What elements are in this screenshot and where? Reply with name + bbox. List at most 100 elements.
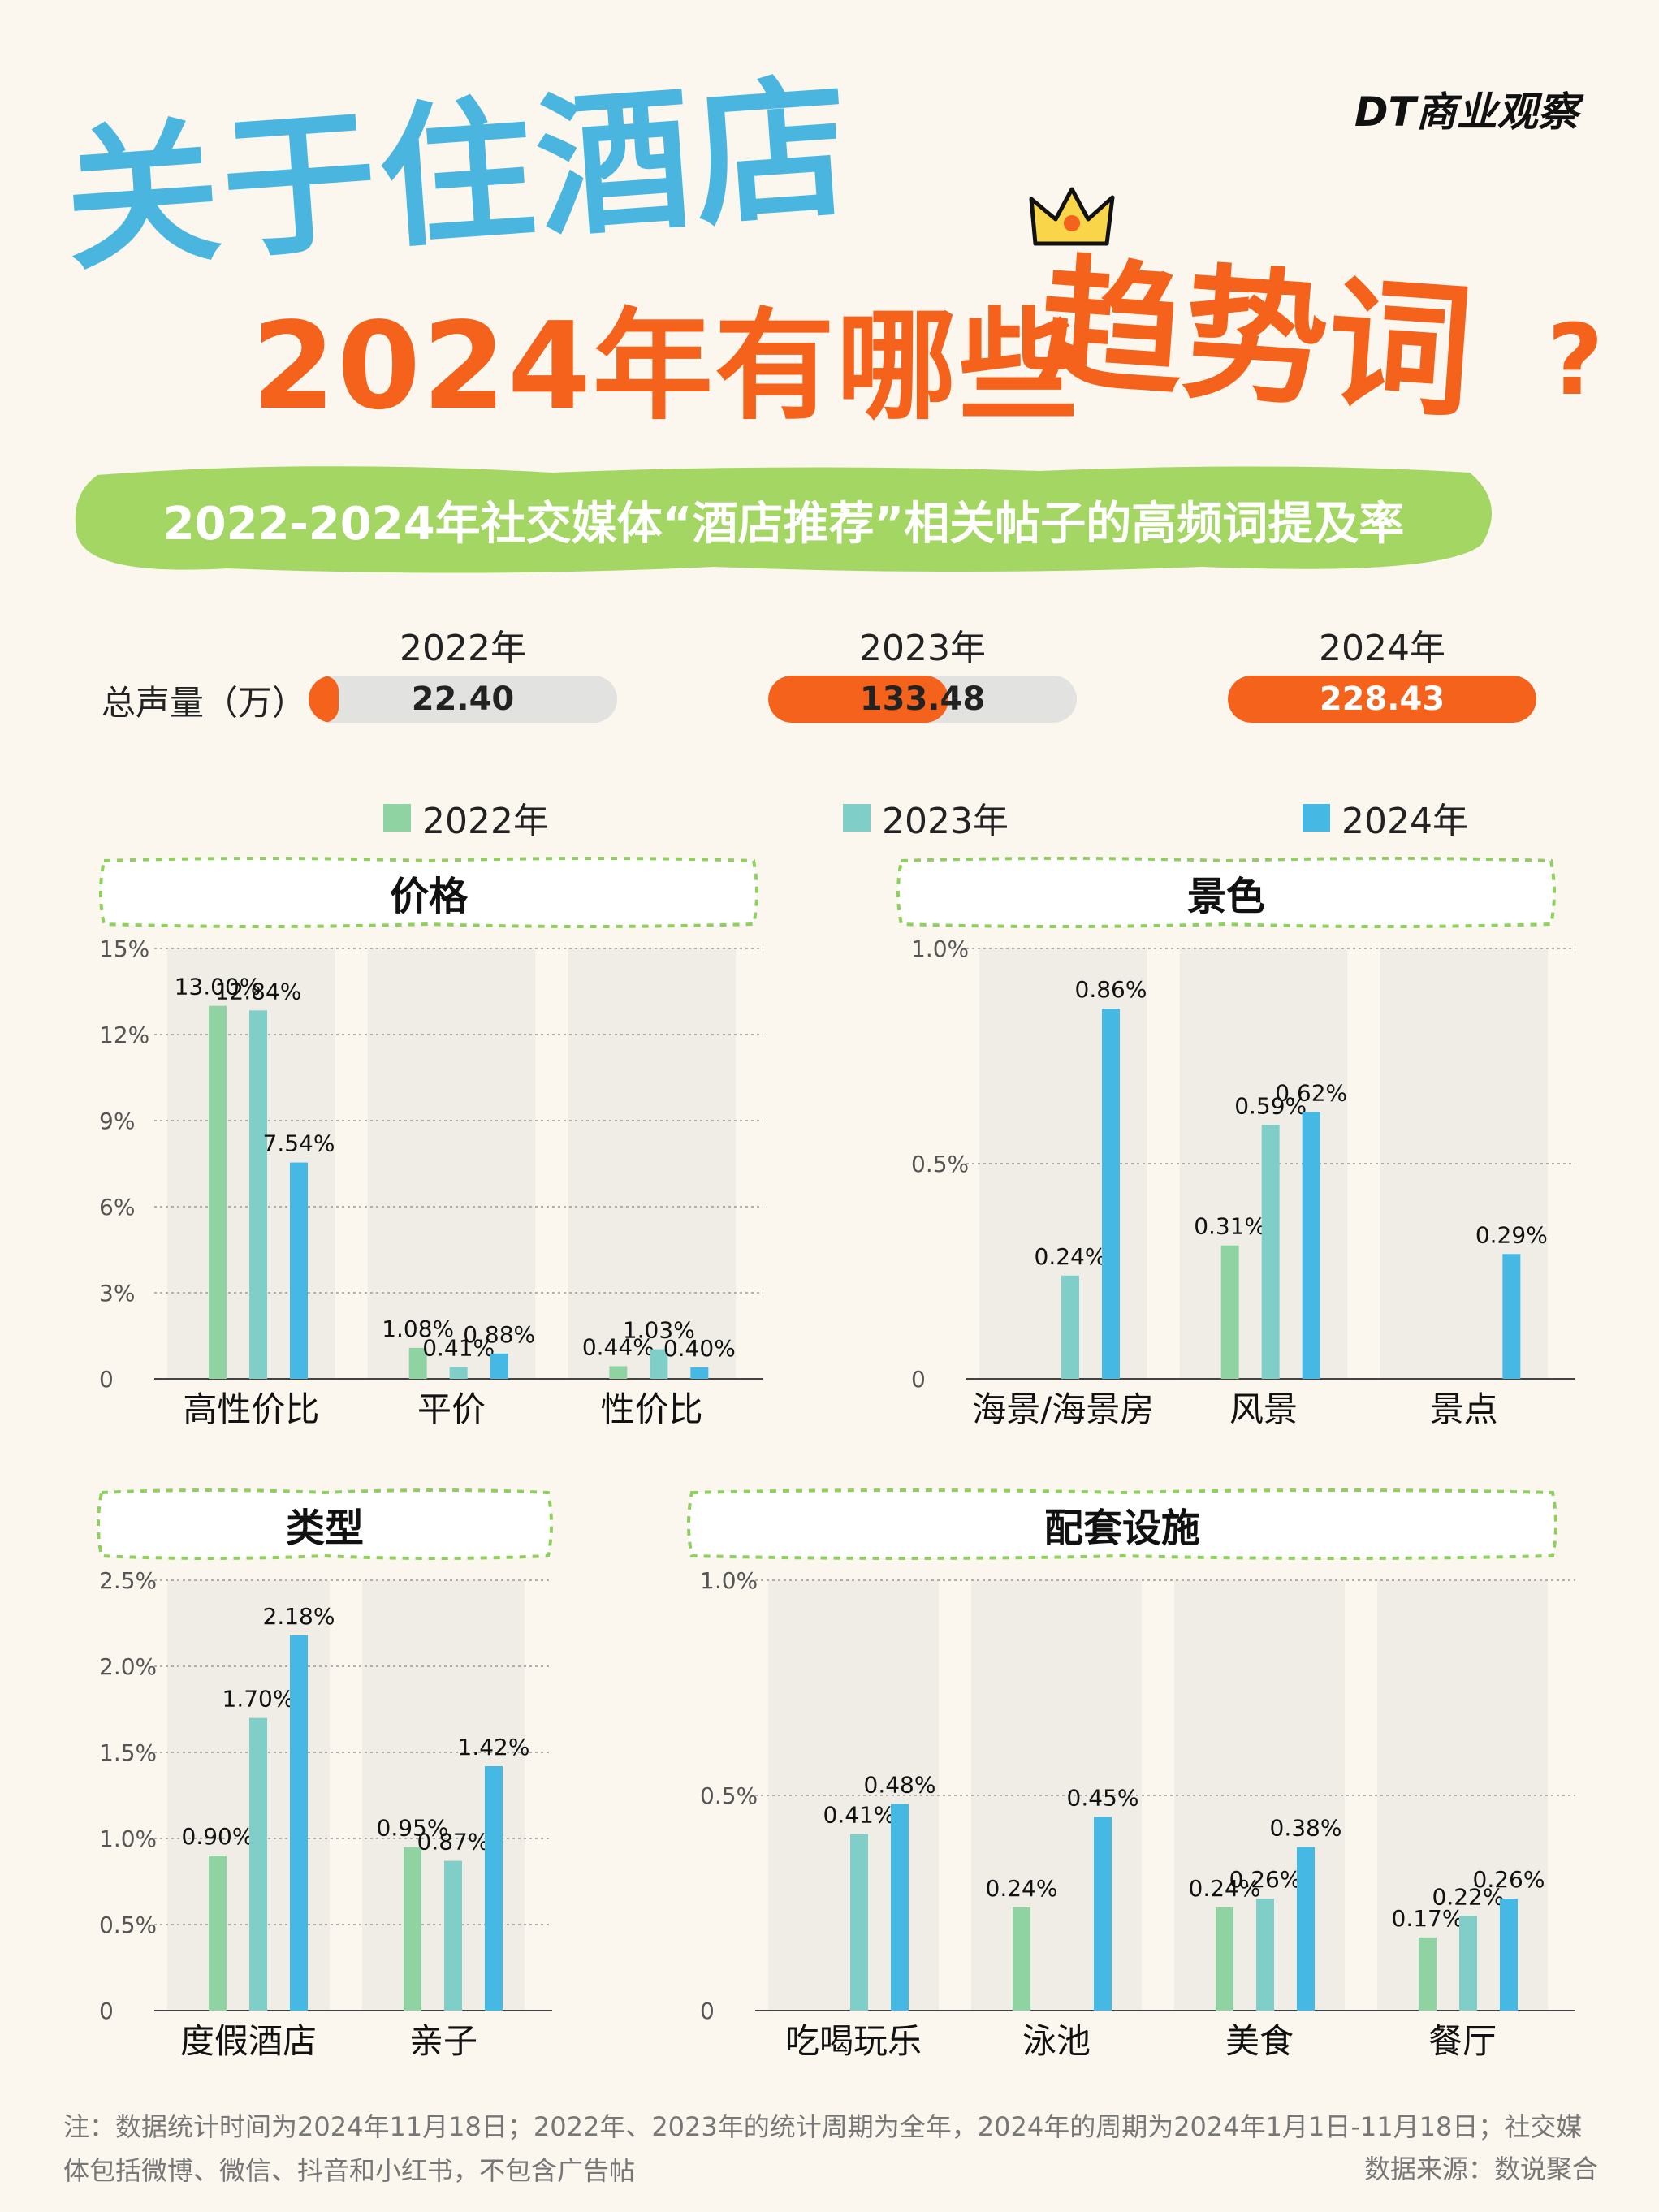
bar-2023年 (249, 1717, 267, 2011)
volume-year-2023: 2023年 (859, 628, 986, 669)
category-label: 高性价比 (183, 1389, 319, 1429)
data-label: 0.31% (1194, 1213, 1266, 1240)
data-label: 2.18% (263, 1603, 335, 1630)
category-label: 平价 (417, 1389, 486, 1429)
category-band (568, 948, 736, 1379)
data-label: 0.86% (1075, 976, 1147, 1003)
volume-year-2024: 2024年 (1319, 628, 1445, 669)
data-label: 13.00% (175, 974, 261, 1000)
panel-title-type: 类型 (285, 1506, 364, 1551)
legend-2022: 2022年 (383, 792, 549, 844)
y-tick-label: 6% (99, 1194, 135, 1220)
bar-2023年 (850, 1834, 868, 2011)
bar-2022年 (408, 1347, 427, 1379)
category-label: 亲子 (409, 2021, 477, 2061)
data-label: 0.59% (1234, 1092, 1307, 1119)
bar-2024年 (690, 1367, 709, 1379)
bar-2023年 (1061, 1275, 1079, 1379)
bar-2022年 (1220, 1245, 1239, 1379)
data-label: 0.41% (823, 1802, 896, 1829)
volume-fill-2022 (309, 676, 339, 723)
legend-label-2022: 2022年 (422, 801, 549, 842)
data-label: 1.03% (623, 1317, 695, 1344)
legend-label-2024: 2024年 (1341, 801, 1468, 842)
crown-icon (1029, 187, 1115, 246)
y-tick-label: 0.5% (99, 1912, 157, 1938)
y-tick-label: 0 (99, 1366, 114, 1393)
panel-title-box-facilities (687, 1488, 1557, 1560)
legend-swatch-2023 (843, 804, 871, 832)
category-label: 景点 (1430, 1389, 1498, 1429)
data-label: 0.90% (182, 1823, 254, 1850)
volume-value-2022: 22.40 (411, 680, 515, 718)
bar-2024年 (290, 1162, 308, 1379)
bar-2024年 (1502, 1254, 1521, 1379)
legend-swatch-2024 (1303, 804, 1330, 832)
data-label: 0.24% (986, 1875, 1058, 1902)
bar-2022年 (1013, 1907, 1030, 2011)
chart-scenery: 1.0% 0.5% 0 0.24% 0.86% 海景/海景房 0.31% 0.59%0.62%… (911, 935, 1575, 1429)
bar-2023年 (1256, 1899, 1274, 2011)
y-tick-label: 0 (99, 1998, 114, 2024)
data-label: 0.29% (1475, 1221, 1548, 1248)
chart-price: 15%12%9%6%3%013.00%12.84%7.54%高性价比1.08%0… (99, 935, 763, 1429)
volume-year-2022: 2022年 (400, 628, 526, 669)
footnote: 注：数据统计时间为2024年11月18日；2022年、2023年的统计周期为全年… (63, 2111, 1583, 2186)
volume-value-2023: 133.48 (859, 680, 986, 718)
chart-type: 2.5% 2.0% 1.5% 1.0% 0.5% 0 0.90% 1.70% 2.18% 度假酒店… (99, 1567, 552, 2061)
data-label: 0.24% (1035, 1243, 1107, 1270)
category-label: 性价比 (601, 1389, 703, 1429)
data-label: 7.54% (263, 1130, 335, 1157)
category-label: 度假酒店 (180, 2021, 317, 2061)
panel-title-scenery: 景色 (1186, 874, 1265, 919)
volume-fill-2024 (1228, 676, 1536, 723)
data-label: 0.22% (1432, 1883, 1505, 1910)
title-highlight: 趋势词 (1033, 239, 1478, 438)
bar-2024年 (1500, 1899, 1518, 2011)
y-tick-label: 1.0% (911, 935, 969, 962)
bar-2024年 (490, 1353, 508, 1379)
y-tick-label: 2.5% (99, 1567, 157, 1594)
bar-2022年 (209, 1856, 227, 2011)
data-label: 0.95% (377, 1815, 449, 1842)
data-label: 0.40% (663, 1335, 736, 1362)
subtitle: 2022-2024年社交媒体“酒店推荐”相关帖子的高频词提及率 (162, 497, 1405, 551)
category-label: 风景 (1229, 1389, 1298, 1429)
panel-title-box-price (99, 857, 758, 928)
legend-2024: 2024年 (1303, 792, 1468, 844)
volume-pill-2024: 228.43 (1228, 676, 1536, 723)
volume-pill-2022: 22.40 (309, 676, 617, 723)
y-tick-label: 0.5% (911, 1151, 969, 1177)
data-label: 0.17% (1392, 1905, 1464, 1932)
category-label: 海景/海景房 (972, 1389, 1154, 1429)
y-tick-label: 0 (700, 1998, 715, 2024)
y-tick-label: 12% (99, 1022, 149, 1048)
bar-2023年 (444, 1860, 462, 2011)
y-tick-label: 2.0% (99, 1653, 157, 1680)
data-label: 1.42% (458, 1734, 530, 1761)
bar-2023年 (1459, 1916, 1477, 2011)
y-tick-label: 1.0% (99, 1825, 157, 1852)
data-label: 0.48% (864, 1772, 936, 1799)
bar-2023年 (249, 1010, 267, 1379)
bar-2024年 (1094, 1817, 1112, 2011)
data-label: 0.44% (582, 1333, 655, 1360)
data-label: 0.88% (463, 1321, 535, 1348)
panel-title-facilities: 配套设施 (1043, 1506, 1200, 1551)
legend-2023: 2023年 (843, 792, 1009, 844)
data-label: 0.87% (417, 1829, 490, 1856)
data-label: 0.41% (422, 1335, 495, 1362)
bar-2023年 (650, 1349, 668, 1379)
data-label: 0.62% (1275, 1079, 1347, 1106)
volume-fill-2023 (768, 676, 948, 723)
bar-2022年 (609, 1366, 628, 1379)
category-label: 泳池 (1022, 2021, 1091, 2061)
data-label: 0.26% (1229, 1866, 1302, 1893)
y-tick-label: 1.5% (99, 1739, 157, 1766)
bar-2024年 (1297, 1847, 1315, 2011)
bar-2024年 (891, 1804, 909, 2011)
title-question-mark: ? (1547, 305, 1604, 417)
panel-title-box-scenery (896, 857, 1556, 928)
subtitle-band-shape (75, 466, 1492, 573)
bar-2024年 (485, 1765, 503, 2011)
